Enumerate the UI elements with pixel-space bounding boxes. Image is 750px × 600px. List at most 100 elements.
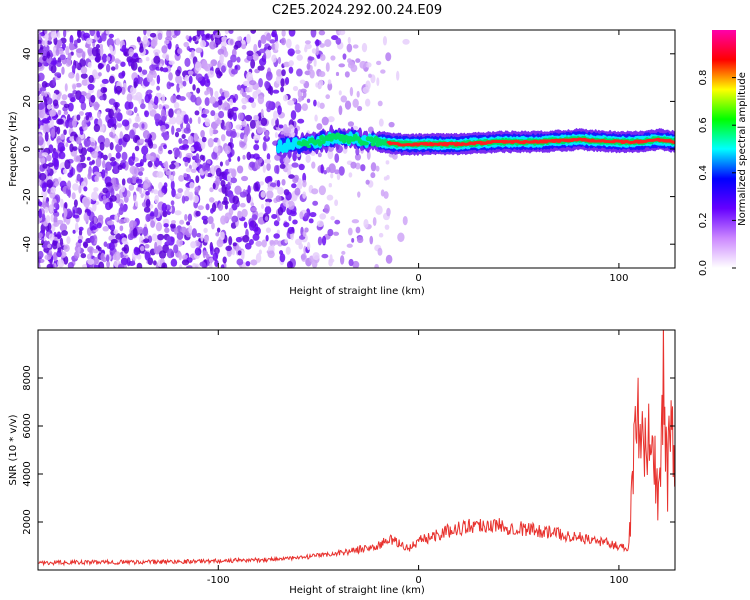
heatmap-noise-cell <box>277 206 284 216</box>
heatmap-noise-cell <box>46 179 54 188</box>
heatmap-noise-cell <box>176 238 183 247</box>
heatmap-noise-cell <box>106 260 110 268</box>
heatmap-noise-cell <box>299 211 304 220</box>
heatmap-noise-cell <box>215 232 220 237</box>
snr-axes: -100 0 100 2000 4000 6000 8000 <box>22 330 675 586</box>
heatmap-noise-cell <box>123 217 130 223</box>
heatmap-noise-cell <box>53 215 58 224</box>
heatmap-noise-cell <box>285 246 291 255</box>
heatmap-noise-cell <box>56 135 62 145</box>
heatmap-noise-cell <box>365 62 372 68</box>
heatmap-noise-cell <box>156 233 165 241</box>
heatmap-noise-cell <box>89 161 93 166</box>
heatmap-noise-cell <box>386 207 391 217</box>
heatmap-noise-cell <box>236 36 242 41</box>
heatmap-noise-cell <box>237 211 243 219</box>
heatmap-noise-cell <box>175 127 182 133</box>
heatmap-noise-cell <box>46 263 54 268</box>
heatmap-noise-cell <box>101 53 108 63</box>
heatmap-noise-cell <box>182 156 190 163</box>
heatmap-noise-cell <box>266 190 274 199</box>
heatmap-noise-cell <box>234 40 242 49</box>
heatmap-noise-cell <box>101 169 106 179</box>
heatmap-noise-cell <box>257 65 265 71</box>
heatmap-noise-cell <box>168 72 173 81</box>
heatmap-noise-cell <box>361 42 368 53</box>
heatmap-noise-cell <box>146 72 154 83</box>
heatmap-noise-cell <box>139 187 143 195</box>
heatmap-noise-cell <box>42 55 47 62</box>
heatmap-noise-cell <box>121 178 126 186</box>
heatmap-noise-cell <box>58 151 66 160</box>
heatmap-noise-cell <box>375 165 380 172</box>
heatmap-noise-cell <box>241 104 247 110</box>
heatmap-noise-cell <box>193 132 199 142</box>
heatmap-noise-cell <box>303 245 307 255</box>
heatmap-noise-cell <box>41 117 49 124</box>
heatmap-noise-cell <box>246 193 252 204</box>
heatmap-noise-cell <box>83 186 88 192</box>
heatmap-noise-cell <box>193 263 200 268</box>
y-tick-label: 2000 <box>22 509 33 534</box>
heatmap-noise-cell <box>269 39 276 44</box>
heatmap-noise-cell <box>245 260 251 267</box>
heatmap-noise-cell <box>287 99 295 106</box>
heatmap-noise-cell <box>260 108 264 119</box>
heatmap-noise-cell <box>133 194 137 202</box>
heatmap-noise-cell <box>178 175 185 182</box>
heatmap-noise-cell <box>144 94 151 104</box>
heatmap-noise-cell <box>355 58 361 63</box>
heatmap-noise-cell <box>87 47 94 55</box>
heatmap-noise-cell <box>115 37 121 46</box>
heatmap-noise-cell <box>181 144 189 149</box>
heatmap-noise-cell <box>161 262 168 268</box>
heatmap-noise-cell <box>241 208 248 218</box>
heatmap-noise-cell <box>308 218 314 224</box>
heatmap-noise-cell <box>207 216 214 225</box>
heatmap-noise-cell <box>317 236 323 246</box>
heatmap-noise-cell <box>174 210 182 216</box>
heatmap-noise-cell <box>252 233 260 241</box>
heatmap-noise-cell <box>67 52 72 61</box>
heatmap-noise-cell <box>59 223 68 232</box>
heatmap-noise-cell <box>79 127 84 136</box>
heatmap-noise-cell <box>105 30 110 35</box>
heatmap-noise-cell <box>221 102 226 110</box>
heatmap-noise-cell <box>324 204 330 214</box>
heatmap-noise-cell <box>57 259 65 268</box>
heatmap-noise-cell <box>75 48 84 54</box>
snr-xlabel: Height of straight line (km) <box>289 585 425 596</box>
heatmap-noise-cell <box>137 226 144 234</box>
heatmap-noise-cell <box>257 39 262 49</box>
colorbar-tick-label: 0.2 <box>698 212 709 228</box>
heatmap-noise-cell <box>228 235 233 246</box>
heatmap-noise-cell <box>72 209 76 218</box>
heatmap-noise-cell <box>141 145 149 156</box>
heatmap-noise-cell <box>327 116 335 123</box>
heatmap-noise-cell <box>38 157 41 165</box>
heatmap-noise-cell <box>250 202 255 207</box>
heatmap-noise-cell <box>76 173 82 182</box>
heatmap-noise-cell <box>244 242 252 250</box>
heatmap-noise-cell <box>74 222 79 233</box>
heatmap-noise-cell <box>271 54 277 63</box>
heatmap-noise-cell <box>143 238 150 244</box>
heatmap-noise-cell <box>78 111 84 116</box>
heatmap-noise-cell <box>114 193 121 204</box>
heatmap-noise-cell <box>103 137 111 148</box>
heatmap-noise-cell <box>211 151 218 160</box>
heatmap-noise-cell <box>125 109 133 116</box>
heatmap-noise-cell <box>38 250 44 259</box>
heatmap-noise-cell <box>210 110 216 117</box>
heatmap-noise-cell <box>137 66 143 73</box>
heatmap-noise-cell <box>336 173 341 181</box>
heatmap-noise-cell <box>276 179 281 188</box>
heatmap-noise-cell <box>273 233 280 239</box>
heatmap-xlabel: Height of straight line (km) <box>289 286 425 297</box>
heatmap-noise-cell <box>189 181 195 189</box>
heatmap-noise-cell <box>335 71 340 77</box>
heatmap-noise-cell <box>59 54 66 61</box>
heatmap-noise-cell <box>90 235 95 244</box>
heatmap-noise-cell <box>54 181 59 187</box>
heatmap-noise-cell <box>276 69 283 77</box>
